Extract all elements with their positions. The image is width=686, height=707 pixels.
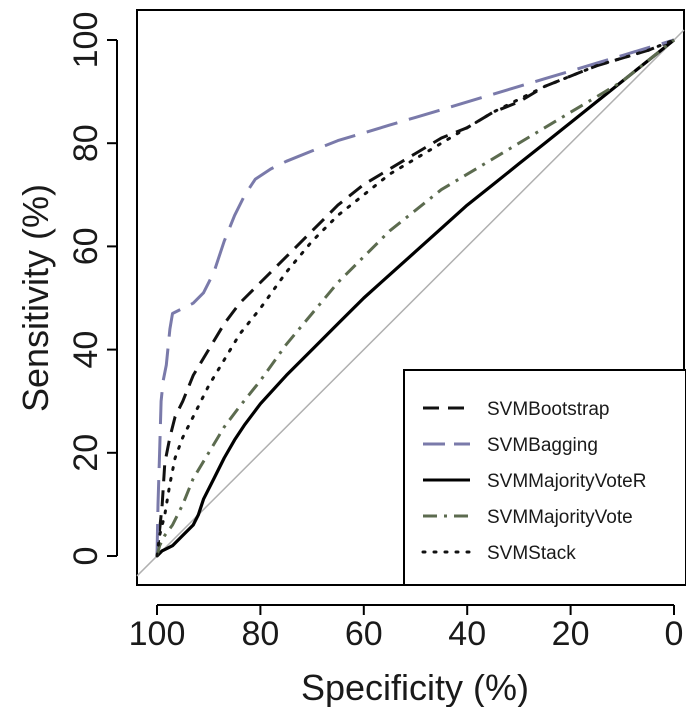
y-axis: 0 20 40 60 80 100	[67, 12, 118, 566]
x-axis: 100 80 60 40 20 0	[129, 604, 684, 653]
legend-label-svmmajorityvoter: SVMMajorityVoteR	[487, 471, 646, 492]
y-tick-label: 0	[67, 547, 105, 566]
x-axis-title: Specificity (%)	[301, 667, 529, 707]
y-tick-label: 100	[67, 12, 105, 69]
x-tick-label: 60	[345, 615, 383, 653]
series-line-svmmajorityvote	[155, 38, 675, 557]
y-tick-label: 40	[67, 331, 105, 369]
x-tick-label: 0	[665, 615, 684, 653]
series-line-svmmajorityvoter	[155, 38, 675, 558]
x-tick-label: 40	[448, 615, 486, 653]
series-line-svmbagging	[155, 38, 675, 557]
series-group	[155, 38, 676, 558]
legend-box	[403, 369, 686, 586]
x-tick-label: 80	[241, 615, 279, 653]
legend-items: SVMBootstrap SVMBagging SVMMajorityVoteR SV…	[421, 399, 646, 564]
legend-label-svmbagging: SVMBagging	[487, 435, 598, 456]
series-line-svmbootstrap	[155, 38, 675, 557]
legend: SVMBootstrap SVMBagging SVMMajorityVoteR SV…	[403, 369, 686, 586]
legend-label-svmmajorityvote: SVMMajorityVote	[487, 507, 633, 528]
y-axis-title: Sensitivity (%)	[15, 184, 56, 412]
y-tick-label: 20	[67, 434, 105, 472]
x-tick-label: 20	[552, 615, 590, 653]
x-tick-label: 100	[129, 615, 186, 653]
y-tick-label: 60	[67, 227, 105, 265]
y-tick-label: 80	[67, 124, 105, 162]
legend-label-svmstack: SVMStack	[487, 543, 576, 564]
reference-diagonal	[136, 29, 685, 577]
legend-label-svmbootstrap: SVMBootstrap	[487, 399, 610, 420]
